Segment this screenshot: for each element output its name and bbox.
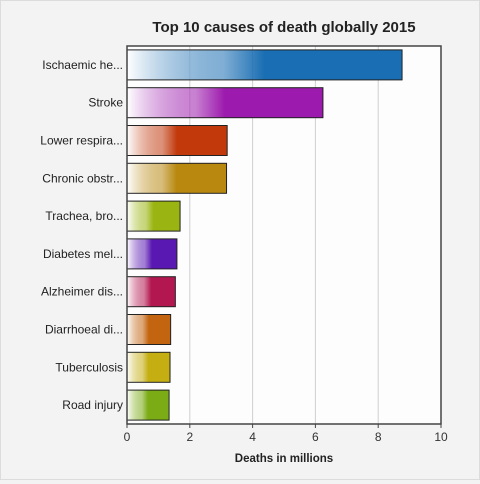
x-tick-label: 8 <box>375 430 382 444</box>
bar <box>126 276 176 308</box>
bar <box>126 238 178 270</box>
category-label: Road injury <box>62 398 123 412</box>
plot-frame <box>126 45 442 425</box>
bar <box>126 125 228 156</box>
bar <box>126 87 324 119</box>
category-label: Tuberculosis <box>55 360 123 374</box>
bar <box>126 200 181 232</box>
category-label: Trachea, bro... <box>45 209 123 223</box>
category-label: Stroke <box>88 96 123 110</box>
category-label: Alzheimer dis... <box>41 285 123 299</box>
category-label: Lower respira... <box>40 134 123 148</box>
x-tick-label: 0 <box>124 430 131 444</box>
category-label: Chronic obstr... <box>42 171 123 185</box>
chart-title: Top 10 causes of death globally 2015 <box>152 19 415 36</box>
category-label: Diarrhoeal di... <box>45 323 123 337</box>
bars <box>126 49 403 421</box>
x-axis-label: Deaths in millions <box>235 453 333 465</box>
bar <box>126 49 403 81</box>
bar <box>126 314 172 345</box>
x-axis-ticks: 0 2 4 6 8 10 <box>124 424 448 444</box>
bar <box>126 162 228 194</box>
x-tick-label: 2 <box>186 430 193 444</box>
category-label: Ischaemic he... <box>42 58 123 72</box>
category-labels: Ischaemic he... Stroke Lower respira... Chr… <box>40 58 123 412</box>
bar <box>126 351 171 383</box>
x-tick-label: 10 <box>434 430 448 444</box>
x-tick-label: 6 <box>312 430 319 444</box>
bar <box>126 389 170 421</box>
category-label: Diabetes mel... <box>43 247 123 261</box>
x-tick-label: 4 <box>249 430 256 444</box>
